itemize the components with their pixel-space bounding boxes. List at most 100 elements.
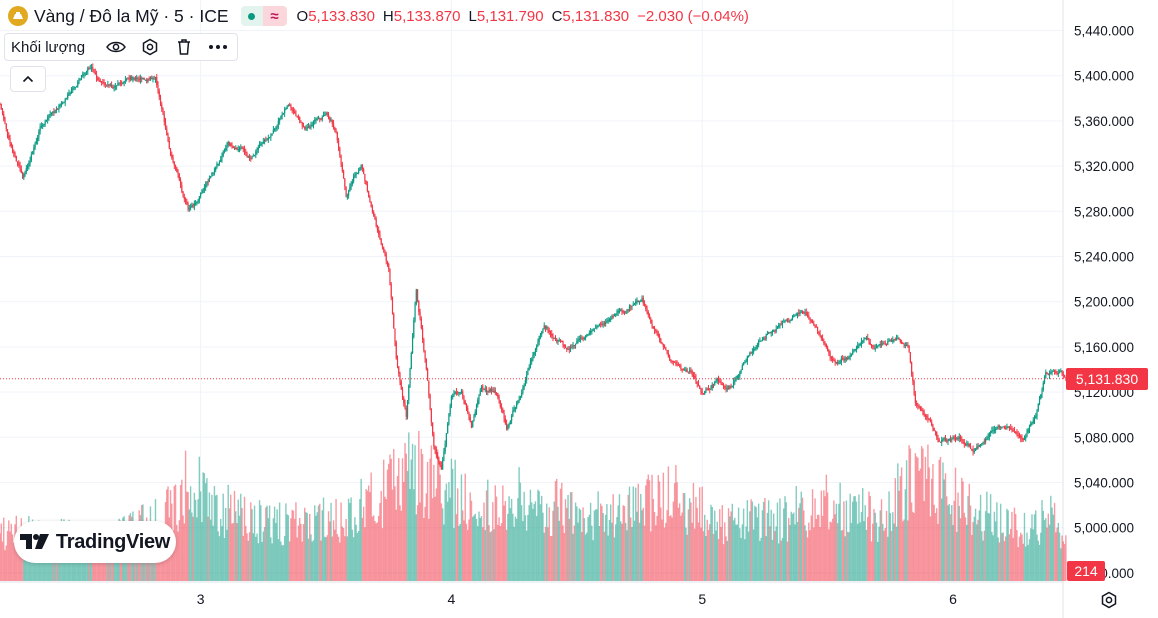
candle-body [188, 208, 190, 210]
volume-bar [342, 527, 345, 581]
volume-bar [194, 499, 197, 581]
volume-bar [998, 542, 1001, 581]
volume-bar [538, 491, 540, 581]
volume-bar [941, 498, 943, 581]
candle-body [658, 336, 661, 339]
candle-body [636, 301, 638, 303]
candles [0, 63, 1067, 470]
candle-body [75, 86, 78, 88]
candle-body [105, 84, 108, 86]
volume-indicator-legend[interactable]: Khối lượng [4, 33, 238, 61]
candle-body [317, 118, 320, 120]
volume-bar [660, 507, 662, 581]
volume-bar [189, 486, 192, 581]
candle-body [979, 444, 982, 446]
volume-bar [310, 534, 312, 581]
market-status[interactable]: ≈ [240, 6, 287, 26]
volume-bar [495, 496, 498, 581]
candle-body [207, 181, 209, 183]
candle-body [742, 363, 745, 366]
candle-body [344, 178, 346, 187]
candle-body [301, 122, 303, 126]
volume-bar [835, 503, 838, 581]
candle-body [245, 151, 247, 154]
volume-bar [957, 492, 959, 581]
volume-bar [534, 501, 537, 581]
candle-body [799, 312, 801, 314]
volume-bar [959, 518, 962, 581]
symbol-title[interactable]: Vàng / Đô la Mỹ · 5 · ICE [34, 5, 229, 26]
candle-body [670, 359, 672, 362]
candle-body [251, 156, 253, 159]
volume-bar [80, 554, 83, 581]
candle-body [47, 117, 49, 120]
volume-bar [882, 523, 884, 581]
volume-bar [775, 526, 777, 581]
volume-bar [765, 536, 767, 581]
volume-bar [583, 518, 586, 581]
volume-bar [745, 526, 747, 581]
candle-body [1045, 372, 1047, 378]
axis-settings-icon[interactable] [1098, 589, 1120, 611]
gold-icon[interactable] [8, 6, 28, 26]
candle-body [0, 103, 1, 105]
candle-body [70, 89, 73, 93]
y-tick-label: 5,440.000 [1074, 24, 1134, 39]
volume-bar [628, 486, 631, 581]
volume-bar [193, 492, 196, 581]
volume-bar [290, 518, 292, 581]
change-value: −2.030 (−0.04%) [637, 7, 749, 25]
candle-body [94, 72, 96, 75]
candle-body [462, 391, 464, 396]
candle-body [714, 381, 716, 385]
volume-bar [863, 521, 865, 581]
candle-body [128, 78, 130, 80]
volume-bar [592, 540, 594, 581]
candle-body [151, 77, 153, 79]
candle-body [918, 406, 920, 408]
candle-body [568, 348, 570, 350]
collapse-legend-button[interactable] [10, 66, 46, 92]
candle-body [326, 112, 328, 115]
settings-icon[interactable] [133, 38, 167, 56]
tradingview-logo[interactable]: TradingView [14, 521, 176, 563]
volume-bar [1027, 544, 1029, 581]
candle-body [827, 347, 829, 351]
trash-icon[interactable] [167, 38, 201, 56]
volume-bar [351, 529, 354, 581]
candle-body [732, 381, 735, 386]
volume-bar [899, 476, 902, 581]
candle-body [572, 344, 574, 348]
volume-bar [331, 536, 333, 581]
candle-body [282, 113, 284, 115]
candle-body [978, 445, 980, 447]
eye-icon[interactable] [99, 40, 133, 54]
volume-bar [1043, 519, 1046, 581]
volume-bar [525, 530, 528, 581]
candle-body [223, 150, 226, 152]
candle-body [953, 437, 955, 439]
volume-bar [830, 522, 833, 581]
candle-body [883, 343, 885, 345]
candle-body [977, 446, 979, 448]
candle-body [768, 332, 770, 334]
candle-body [798, 312, 800, 314]
volume-bar [895, 526, 898, 581]
candle-body [968, 443, 970, 447]
candle-body [571, 347, 573, 349]
volume-bar [1056, 527, 1058, 581]
volume-bar [922, 448, 924, 581]
volume-bar [429, 458, 431, 581]
volume-bar [877, 541, 879, 581]
volume-bar [673, 483, 676, 581]
candle-body [196, 201, 198, 203]
more-icon[interactable] [201, 44, 235, 50]
candle-body [753, 349, 755, 352]
candle-body [712, 384, 715, 386]
candle-body [329, 117, 331, 121]
volume-bar [712, 533, 715, 581]
candle-body [297, 116, 300, 118]
volume-bar [848, 532, 850, 581]
candle-body [305, 128, 307, 130]
